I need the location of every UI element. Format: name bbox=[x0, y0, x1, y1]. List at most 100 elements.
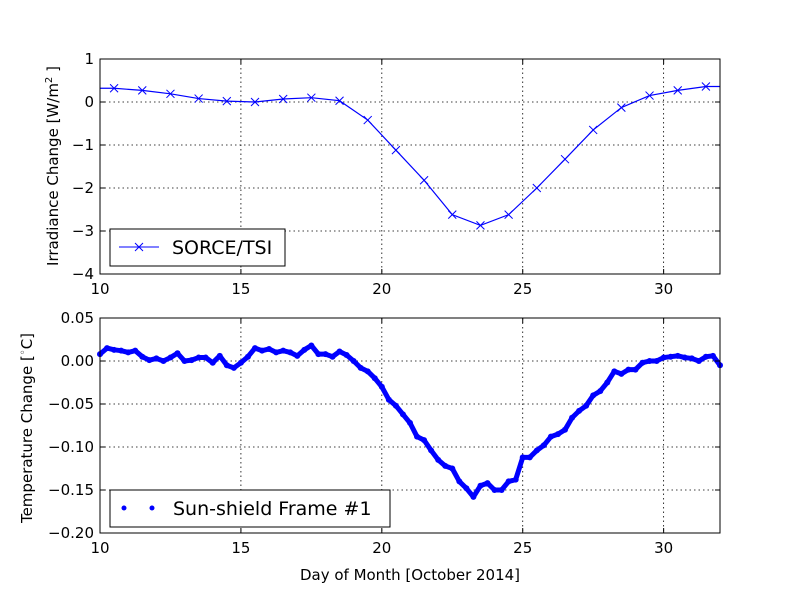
bottom-data-point bbox=[209, 359, 216, 366]
top-data-point bbox=[194, 94, 203, 103]
top-y-axis-label: Irradiance Change [W/m2 ] bbox=[44, 66, 62, 266]
bottom-data-point bbox=[230, 364, 237, 371]
bottom-data-point bbox=[139, 353, 146, 360]
bottom-data-point bbox=[343, 351, 350, 358]
bottom-xtick-label: 30 bbox=[654, 539, 673, 557]
top-data-point bbox=[137, 86, 147, 95]
bottom-ytick-label: −0.15 bbox=[48, 481, 94, 499]
bottom-data-point bbox=[195, 354, 202, 361]
bottom-ytick-label: −0.10 bbox=[48, 438, 94, 456]
bottom-data-point bbox=[216, 352, 223, 359]
bottom-data-point bbox=[118, 347, 125, 354]
top-xtick-label: 30 bbox=[654, 280, 673, 298]
bottom-data-point bbox=[660, 354, 667, 361]
bottom-legend-label: Sun-shield Frame #1 bbox=[173, 498, 372, 520]
top-xtick-label: 10 bbox=[90, 280, 109, 298]
bottom-data-point bbox=[160, 358, 167, 364]
bottom-data-point bbox=[167, 354, 174, 361]
bottom-data-point bbox=[371, 375, 378, 382]
top-ytick-label: 0 bbox=[84, 93, 94, 111]
top-data-point bbox=[504, 210, 513, 220]
bottom-data-point bbox=[146, 357, 153, 364]
top-plot-frame bbox=[99, 58, 721, 275]
top-data-point bbox=[673, 86, 683, 95]
top-ytick-label: −4 bbox=[72, 265, 94, 283]
top-data-point bbox=[335, 96, 344, 106]
bottom-data-point bbox=[315, 351, 322, 358]
bottom-data-point bbox=[519, 454, 526, 461]
top-data-point bbox=[222, 96, 232, 106]
bottom-data-point bbox=[287, 349, 294, 356]
bottom-data-point bbox=[188, 357, 195, 364]
bottom-data-point bbox=[125, 349, 132, 356]
bottom-data-point bbox=[364, 368, 371, 375]
bottom-data-point bbox=[244, 353, 251, 360]
bottom-data-point bbox=[547, 433, 554, 440]
bottom-data-point bbox=[569, 414, 576, 421]
bottom-data-point bbox=[498, 487, 505, 493]
bottom-data-point bbox=[350, 358, 357, 364]
bottom-x-axis-label: Day of Month [October 2014] bbox=[300, 566, 520, 584]
bottom-data-point bbox=[237, 359, 244, 366]
bottom-data-point bbox=[294, 352, 301, 359]
top-ytick-label: −3 bbox=[72, 222, 94, 240]
top-xtick-label: 15 bbox=[231, 280, 250, 298]
bottom-data-point bbox=[322, 351, 329, 358]
bottom-data-point bbox=[667, 353, 674, 360]
bottom-xtick-label: 10 bbox=[90, 539, 109, 557]
bottom-data-point bbox=[392, 402, 399, 409]
bottom-data-point bbox=[512, 476, 519, 483]
top-data-point bbox=[250, 97, 260, 107]
top-xtick-label: 25 bbox=[513, 280, 532, 298]
bottom-data-point bbox=[590, 392, 597, 399]
top-data-point bbox=[701, 82, 711, 91]
top-data-point bbox=[363, 115, 373, 125]
bottom-data-point bbox=[223, 362, 230, 369]
top-data-point bbox=[391, 145, 401, 155]
bottom-data-point bbox=[414, 433, 421, 440]
top-legend-label: SORCE/TSI bbox=[172, 237, 272, 259]
top-ytick-label: −1 bbox=[72, 136, 94, 154]
bottom-data-point bbox=[273, 349, 280, 356]
top-legend: SORCE/TSI bbox=[109, 228, 286, 267]
bottom-data-point bbox=[526, 454, 533, 461]
bottom-data-point bbox=[554, 431, 561, 438]
bottom-data-point bbox=[576, 407, 583, 414]
top-data-point bbox=[560, 154, 570, 164]
bottom-data-point bbox=[280, 347, 287, 354]
bottom-ytick-label: −0.20 bbox=[48, 524, 94, 542]
bottom-data-point bbox=[632, 366, 639, 373]
bottom-data-point bbox=[378, 383, 385, 390]
top-data-point bbox=[588, 125, 598, 135]
bottom-data-point bbox=[540, 442, 547, 449]
bottom-data-point bbox=[625, 366, 632, 373]
bottom-data-point bbox=[702, 353, 709, 360]
bottom-data-point bbox=[562, 426, 568, 433]
top-data-point bbox=[476, 221, 485, 230]
bottom-data-point bbox=[308, 342, 315, 349]
bottom-data-point bbox=[688, 355, 695, 362]
bottom-data-point bbox=[442, 462, 449, 469]
bottom-legend-marker-1 bbox=[121, 505, 127, 511]
bottom-y-axis-label: Temperature Change [◦C] bbox=[18, 333, 36, 524]
top-data-point bbox=[645, 91, 654, 100]
bottom-data-point bbox=[111, 346, 118, 353]
bottom-data-point bbox=[604, 379, 611, 386]
bottom-data-point bbox=[674, 352, 681, 359]
bottom-data-point bbox=[421, 437, 428, 444]
bottom-plot-frame bbox=[99, 317, 721, 534]
bottom-data-point bbox=[132, 347, 139, 354]
bottom-series-sun-shield-frame bbox=[97, 342, 723, 500]
bottom-ytick-label: 0.00 bbox=[61, 352, 94, 370]
bottom-legend-marker-2 bbox=[149, 505, 155, 511]
bottom-data-point bbox=[639, 359, 646, 366]
bottom-xtick-label: 20 bbox=[372, 539, 391, 557]
bottom-ticks: 10 15 20 25 30 0.05 0.00 −0.05 −0.10 −0.15 −0.20 bbox=[48, 309, 720, 557]
top-series-line bbox=[100, 85, 720, 227]
bottom-legend: Sun-shield Frame #1 bbox=[109, 489, 391, 528]
bottom-data-point bbox=[301, 346, 308, 353]
bottom-data-point bbox=[470, 493, 477, 500]
bottom-ytick-label: −0.05 bbox=[48, 395, 94, 413]
top-data-point bbox=[278, 94, 288, 104]
top-data-point bbox=[419, 175, 429, 185]
